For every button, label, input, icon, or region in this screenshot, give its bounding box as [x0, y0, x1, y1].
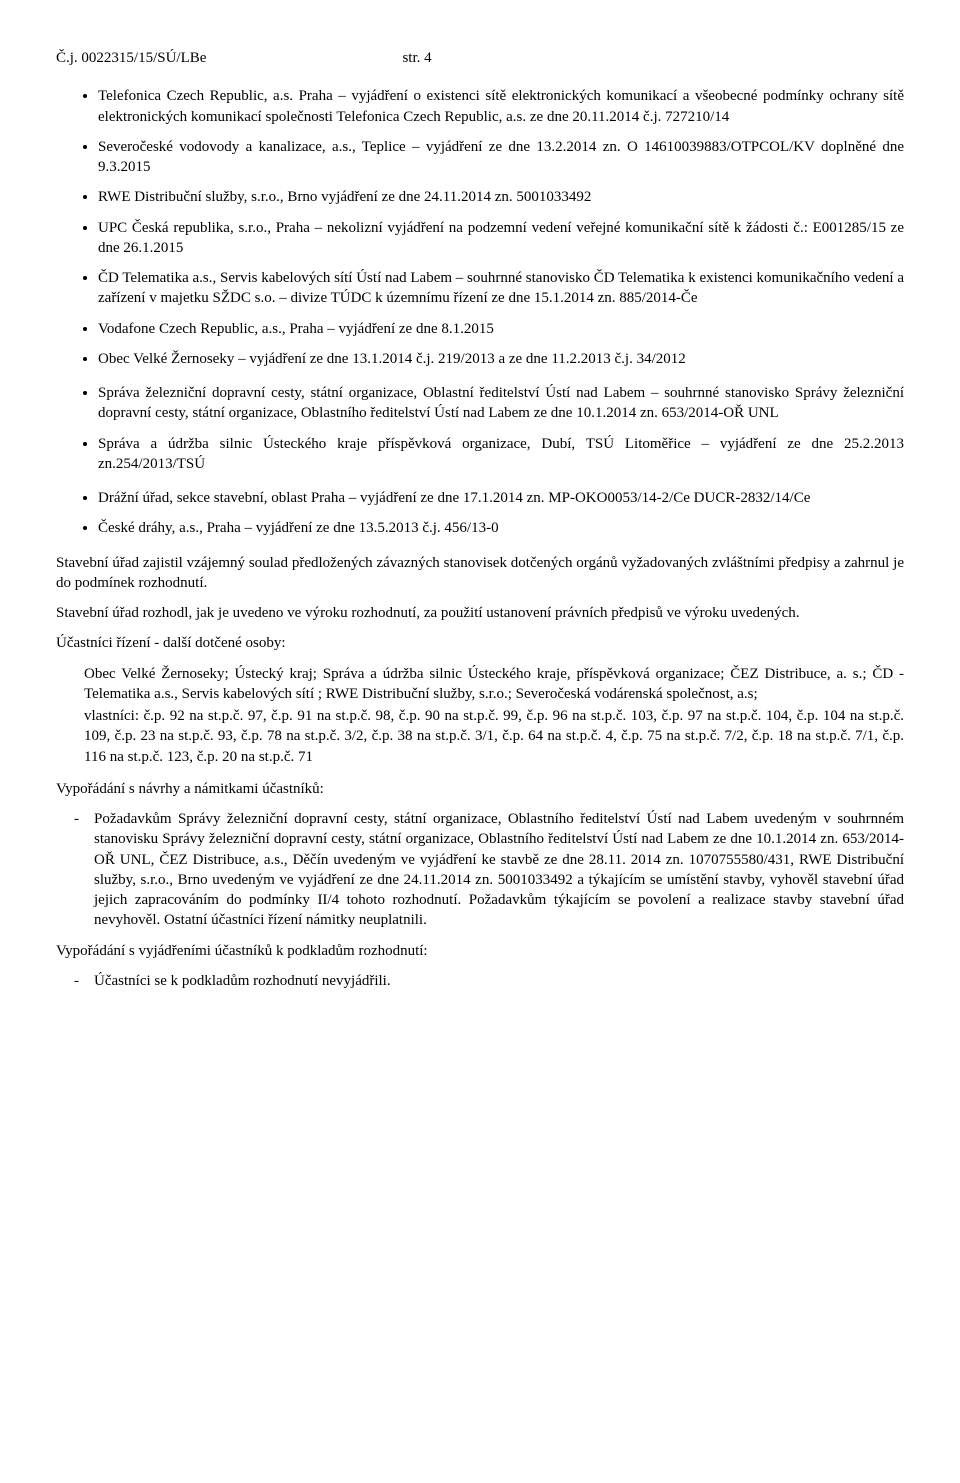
- list-item: ČD Telematika a.s., Servis kabelových sí…: [98, 268, 904, 309]
- paragraph-decision: Stavební úřad rozhodl, jak je uvedeno ve…: [56, 603, 904, 623]
- list-item: České dráhy, a.s., Praha – vyjádření ze …: [98, 518, 904, 538]
- dash-list-2: - Účastníci se k podkladům rozhodnutí ne…: [56, 971, 904, 991]
- owners-line: vlastníci: č.p. 92 na st.p.č. 97, č.p. 9…: [84, 706, 904, 767]
- dash-text: Účastníci se k podkladům rozhodnutí nevy…: [94, 971, 904, 991]
- paragraph-participants-heading: Účastníci řízení - další dotčené osoby:: [56, 633, 904, 653]
- dash-item: - Účastníci se k podkladům rozhodnutí ne…: [74, 971, 904, 991]
- list-item: Obec Velké Žernoseky – vyjádření ze dne …: [98, 349, 904, 369]
- list-item: Telefonica Czech Republic, a.s. Praha – …: [98, 86, 904, 127]
- dash-list-1: - Požadavkům Správy železniční dopravní …: [56, 809, 904, 931]
- paragraph-objections-heading: Vypořádání s návrhy a námitkami účastník…: [56, 779, 904, 799]
- paragraph-consensus: Stavební úřad zajistil vzájemný soulad p…: [56, 553, 904, 594]
- dash-item: - Požadavkům Správy železniční dopravní …: [74, 809, 904, 931]
- page-number: str. 4: [402, 48, 431, 68]
- participants-block: Obec Velké Žernoseky; Ústecký kraj; Sprá…: [84, 664, 904, 767]
- participants-line: Obec Velké Žernoseky; Ústecký kraj; Sprá…: [84, 664, 904, 705]
- list-item: UPC Česká republika, s.r.o., Praha – nek…: [98, 218, 904, 259]
- bullet-list-1: Telefonica Czech Republic, a.s. Praha – …: [56, 86, 904, 369]
- doc-reference: Č.j. 0022315/15/SÚ/LBe: [56, 48, 206, 68]
- dash-marker: -: [74, 809, 84, 931]
- list-item: Severočeské vodovody a kanalizace, a.s.,…: [98, 137, 904, 178]
- list-item: Drážní úřad, sekce stavební, oblast Prah…: [98, 488, 904, 508]
- page-header: Č.j. 0022315/15/SÚ/LBe str. 4: [56, 48, 904, 68]
- bullet-list-2: Správa železniční dopravní cesty, státní…: [56, 383, 904, 474]
- list-item: Správa a údržba silnic Ústeckého kraje p…: [98, 434, 904, 475]
- bullet-list-3: Drážní úřad, sekce stavební, oblast Prah…: [56, 488, 904, 539]
- dash-marker: -: [74, 971, 84, 991]
- list-item: Správa železniční dopravní cesty, státní…: [98, 383, 904, 424]
- dash-text: Požadavkům Správy železniční dopravní ce…: [94, 809, 904, 931]
- paragraph-statements-heading: Vypořádání s vyjádřeními účastníků k pod…: [56, 941, 904, 961]
- list-item: RWE Distribuční služby, s.r.o., Brno vyj…: [98, 187, 904, 207]
- list-item: Vodafone Czech Republic, a.s., Praha – v…: [98, 319, 904, 339]
